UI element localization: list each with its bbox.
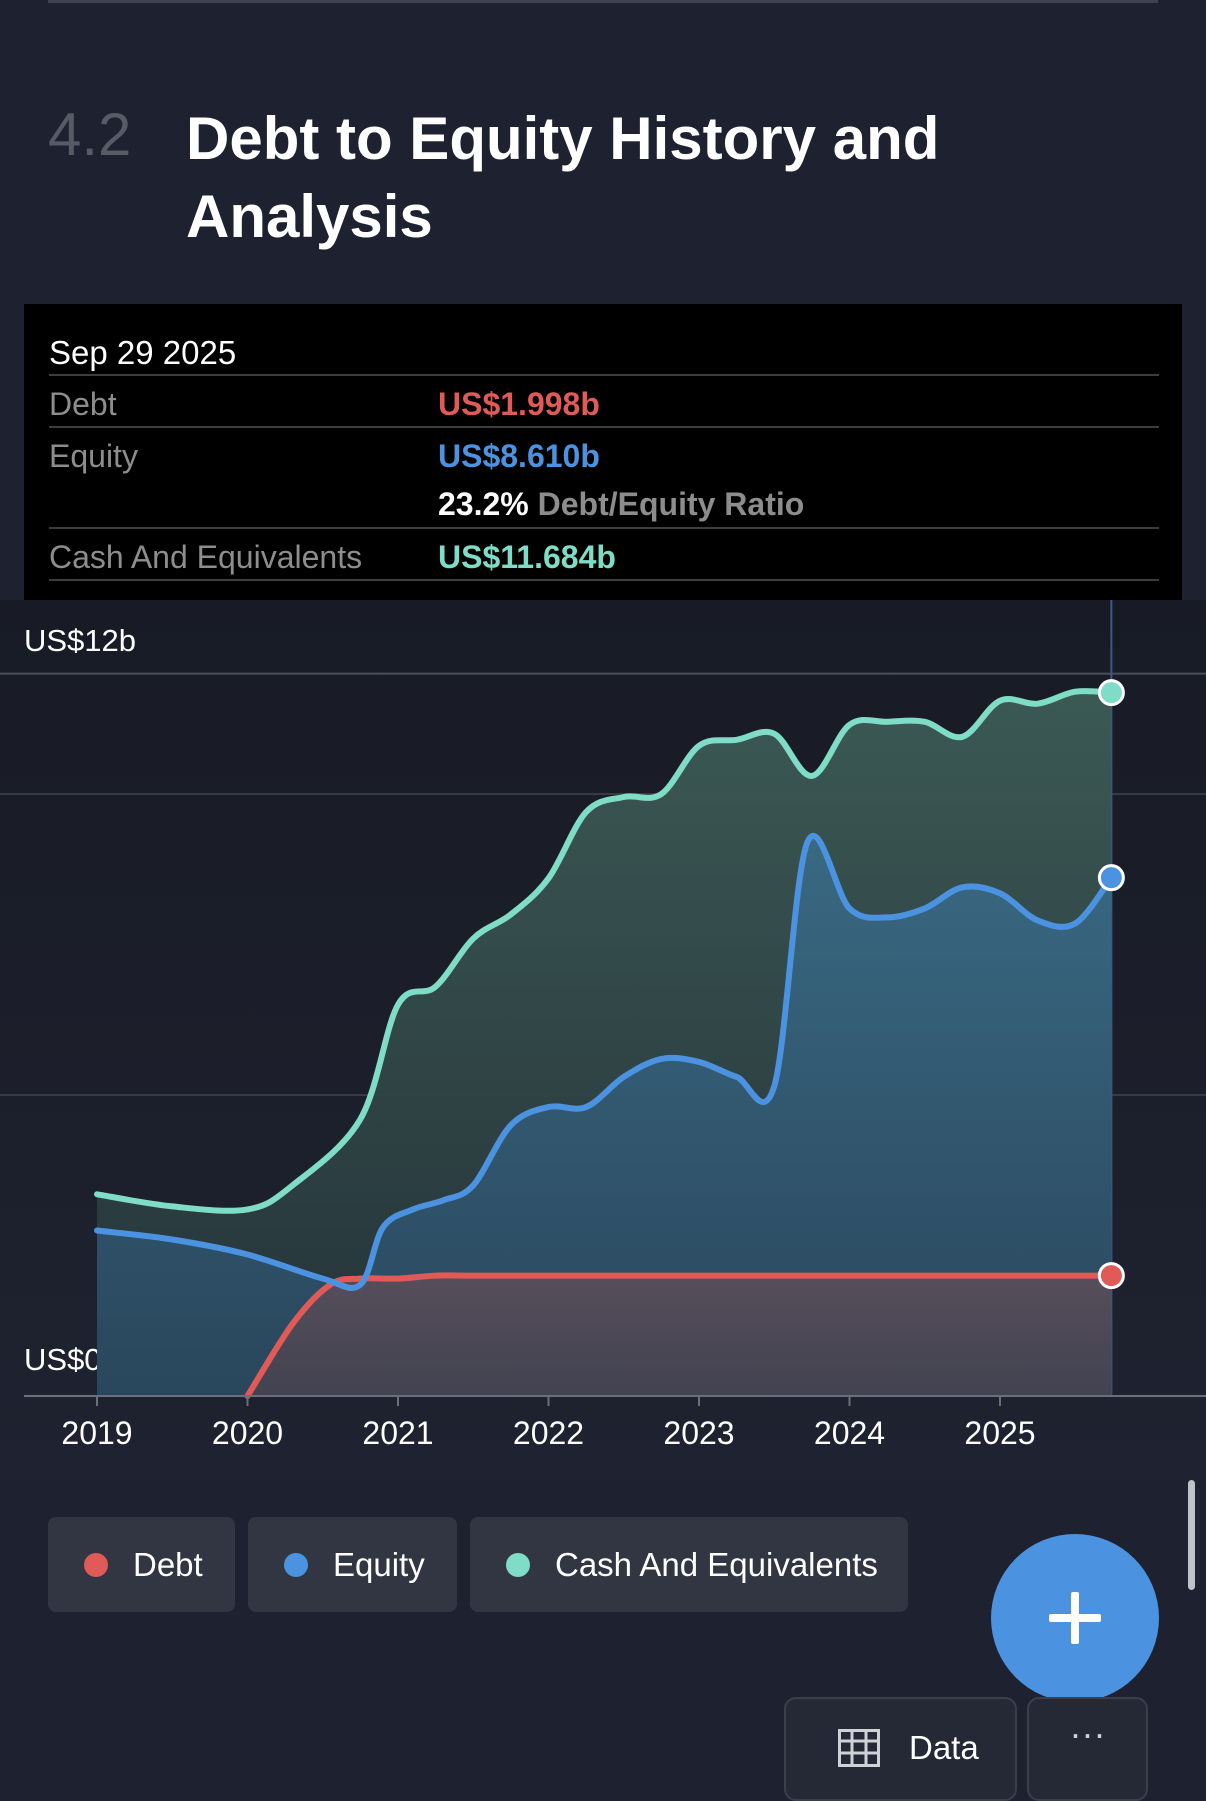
equity-area bbox=[97, 835, 1112, 1396]
debt-dot-icon bbox=[84, 1552, 108, 1577]
chart-tooltip: Sep 29 2025 Debt US$1.998b Equity US$8.6… bbox=[24, 304, 1182, 604]
section-title: Debt to Equity History and Analysis bbox=[186, 105, 940, 250]
add-button[interactable] bbox=[991, 1534, 1159, 1702]
legend-cash-label: Cash And Equivalents bbox=[555, 1545, 878, 1583]
tooltip-date: Sep 29 2025 bbox=[49, 334, 237, 371]
tooltip-cash-label: Cash And Equivalents bbox=[49, 539, 363, 575]
tooltip-row-cash: Cash And Equivalents US$11.684b bbox=[49, 527, 1159, 581]
tooltip-row-debt: Debt US$1.998b bbox=[49, 374, 1159, 426]
debt-marker bbox=[1097, 1262, 1125, 1290]
cash-line bbox=[94, 688, 1115, 1214]
plus-icon bbox=[1049, 1592, 1101, 1644]
chart-markers bbox=[1097, 679, 1125, 1290]
chart-areas bbox=[97, 691, 1112, 1396]
y-axis-max-label: US$12b bbox=[24, 623, 136, 658]
x-tick-label: 2023 bbox=[663, 1415, 734, 1451]
tooltip-ratio-label: Debt/Equity Ratio bbox=[537, 486, 805, 522]
legend-item-equity[interactable]: Equity bbox=[248, 1517, 457, 1612]
tooltip-row-equity: Equity US$8.610b 23.2% Debt/Equity Ratio bbox=[49, 426, 1159, 522]
debt-equity-chart[interactable]: US$12b US$0 2019 2020 2021 2022 2023 2024 2025 bbox=[0, 600, 1206, 1480]
x-tick-label: 2020 bbox=[212, 1415, 283, 1451]
tooltip-equity-label: Equity bbox=[49, 438, 138, 474]
y-axis-min-label: US$0 bbox=[24, 1342, 102, 1377]
debt-area bbox=[247, 1275, 1112, 1396]
x-tick-label: 2024 bbox=[814, 1415, 885, 1451]
x-tick-label: 2025 bbox=[964, 1415, 1035, 1451]
page-scrollbar[interactable] bbox=[1188, 1480, 1195, 1590]
x-tick-label: 2022 bbox=[513, 1415, 584, 1451]
data-button[interactable]: Data bbox=[784, 1697, 1017, 1801]
tooltip-debt-value: US$1.998b bbox=[438, 386, 600, 422]
cash-dot-icon bbox=[506, 1552, 530, 1577]
equity-dot-icon bbox=[284, 1552, 308, 1577]
legend-equity-label: Equity bbox=[333, 1545, 425, 1583]
debt-line bbox=[244, 1272, 1115, 1399]
equity-line bbox=[94, 832, 1115, 1291]
more-options-button[interactable]: ··· bbox=[1027, 1697, 1148, 1801]
equity-marker bbox=[1097, 864, 1125, 892]
tooltip-ratio: 23.2% Debt/Equity Ratio bbox=[438, 486, 804, 523]
top-divider bbox=[48, 0, 1158, 3]
legend-item-cash[interactable]: Cash And Equivalents bbox=[470, 1517, 908, 1612]
section-number: 4.2 bbox=[48, 101, 132, 168]
x-tick-label: 2019 bbox=[61, 1415, 132, 1451]
tooltip-cash-value: US$11.684b bbox=[438, 539, 616, 575]
x-axis: 2019 2020 2021 2022 2023 2024 2025 bbox=[24, 1395, 1206, 1451]
chart-lines bbox=[94, 688, 1115, 1399]
x-tick-label: 2021 bbox=[362, 1415, 433, 1451]
legend-debt-label: Debt bbox=[133, 1545, 203, 1583]
table-icon bbox=[838, 1729, 880, 1767]
cash-marker bbox=[1097, 679, 1125, 707]
tooltip-equity-value: US$8.610b bbox=[438, 438, 600, 474]
tooltip-debt-label: Debt bbox=[49, 386, 117, 422]
legend-item-debt[interactable]: Debt bbox=[48, 1517, 235, 1612]
tooltip-ratio-value: 23.2% bbox=[438, 486, 529, 522]
data-button-label: Data bbox=[909, 1729, 979, 1766]
